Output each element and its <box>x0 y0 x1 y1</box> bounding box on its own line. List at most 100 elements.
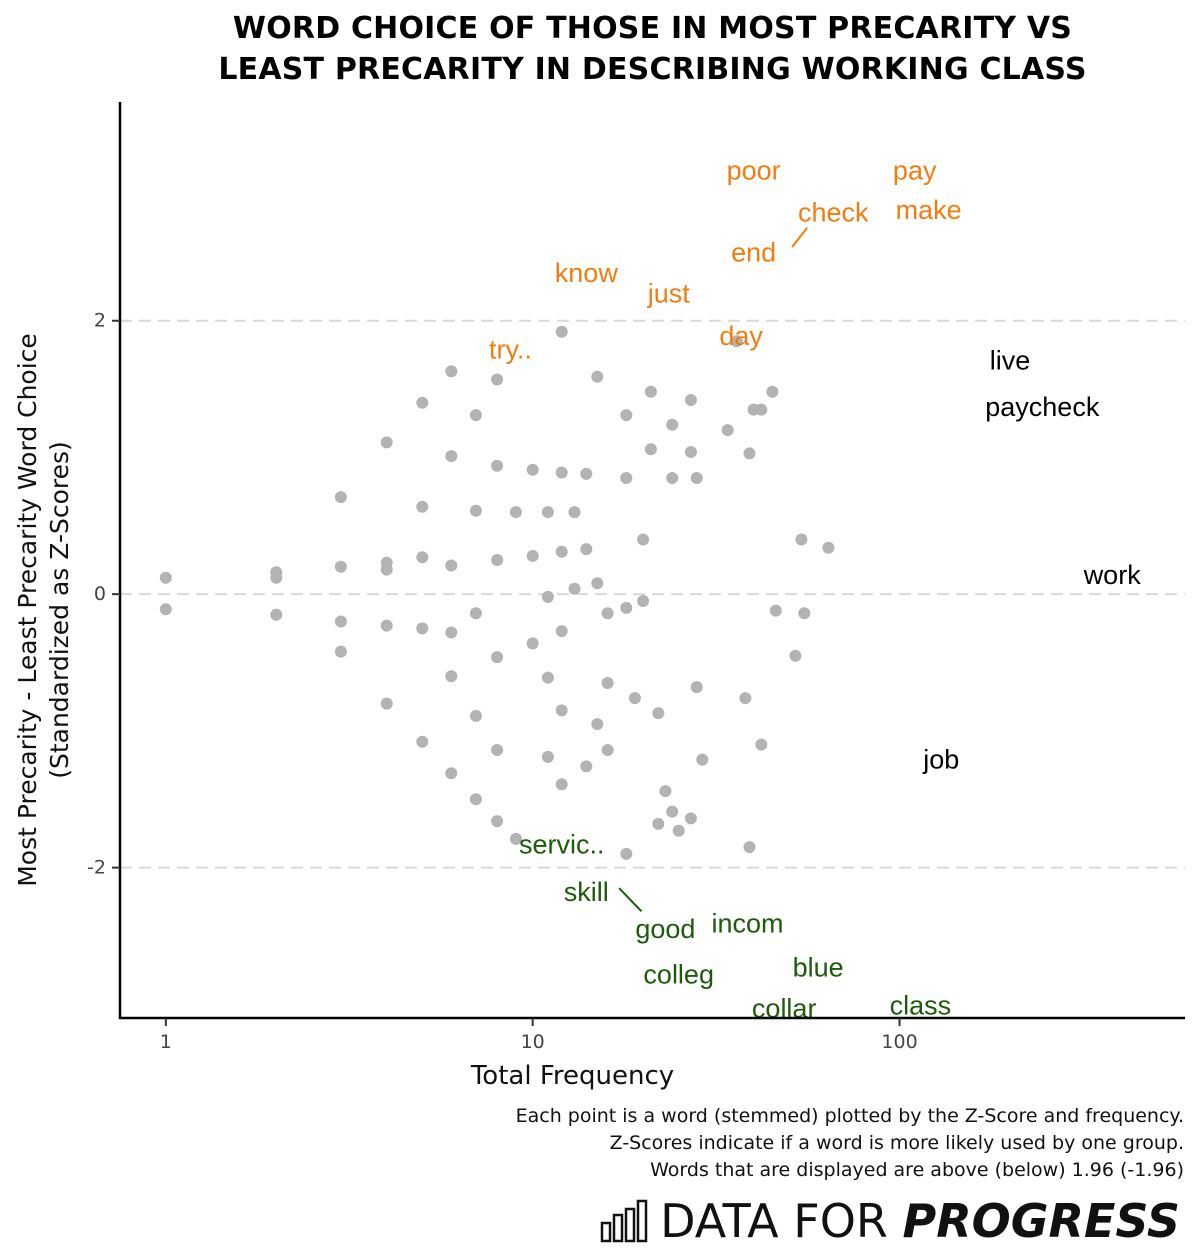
data-point <box>555 545 568 558</box>
word-label-make: make <box>896 195 962 225</box>
data-point <box>380 619 393 632</box>
data-point <box>416 396 429 409</box>
data-point <box>795 533 808 546</box>
word-label-day: day <box>719 321 763 351</box>
data-point <box>696 753 709 766</box>
y-tick-label: -2 <box>87 857 106 879</box>
data-point <box>491 373 504 386</box>
data-point <box>541 671 554 684</box>
chart-caption: Each point is a word (stemmed) plotted b… <box>516 1103 1184 1184</box>
bar-chart-icon <box>600 1199 648 1243</box>
data-point <box>555 325 568 338</box>
data-point <box>416 551 429 564</box>
data-point <box>601 677 614 689</box>
word-label-blue: blue <box>793 952 844 982</box>
data-point <box>591 577 604 590</box>
data-point <box>684 812 697 825</box>
data-point <box>739 692 752 705</box>
data-point <box>555 625 568 638</box>
data-point <box>445 450 458 463</box>
word-label-pay: pay <box>893 155 937 185</box>
data-point <box>526 463 539 476</box>
y-tick-label: 0 <box>94 583 106 605</box>
data-point <box>469 409 482 422</box>
data-point <box>666 805 679 818</box>
word-label-servic: servic.. <box>519 829 605 859</box>
chart-title: WORD CHOICE OF THOSE IN MOST PRECARITY V… <box>120 8 1185 90</box>
data-point <box>652 707 665 720</box>
leader-line-1 <box>618 887 643 913</box>
data-point <box>270 608 283 621</box>
data-point <box>380 563 393 576</box>
y-tick-label: 2 <box>94 310 106 332</box>
data-point <box>690 681 703 694</box>
word-label-incom: incom <box>711 909 783 939</box>
data-point <box>491 815 504 828</box>
word-label-job: job <box>922 745 959 775</box>
brand-logo: DATA FOR PROGRESS <box>600 1192 1180 1250</box>
y-axis-label-line-2: (Standardized as Z-Scores) <box>45 441 74 779</box>
data-point <box>445 670 458 683</box>
data-point <box>620 601 633 614</box>
data-point <box>555 778 568 791</box>
chart-title-line-2: LEAST PRECARITY IN DESCRIBING WORKING CL… <box>218 52 1087 87</box>
data-point <box>620 472 633 484</box>
data-point <box>568 582 581 595</box>
word-label-just: just <box>647 278 691 308</box>
x-tick-label: 10 <box>521 1031 545 1053</box>
data-point <box>469 793 482 806</box>
data-point <box>526 637 539 650</box>
x-tick-label: 1 <box>160 1031 172 1053</box>
caption-line-3: Words that are displayed are above (belo… <box>650 1159 1184 1181</box>
data-point <box>690 472 703 484</box>
data-point <box>721 424 734 437</box>
word-label-live: live <box>990 345 1031 375</box>
data-point <box>469 709 482 722</box>
data-point <box>445 626 458 639</box>
data-point <box>666 418 679 431</box>
data-point <box>568 506 581 519</box>
data-point <box>416 735 429 748</box>
data-point <box>766 385 779 398</box>
data-point <box>445 767 458 780</box>
axes-layer: 1 10 100 2 0 -2 Total Frequency Most Precarity … <box>13 102 1185 1091</box>
data-point <box>755 403 768 416</box>
data-point <box>684 394 697 406</box>
data-point <box>526 549 539 562</box>
data-point <box>541 750 554 763</box>
data-point <box>555 704 568 717</box>
leader-lines-layer <box>618 227 808 913</box>
data-point <box>730 335 743 348</box>
data-point <box>637 533 650 546</box>
x-axis-label: Total Frequency <box>470 1061 674 1091</box>
data-point <box>684 446 697 458</box>
caption-line-2: Z-Scores indicate if a word is more like… <box>609 1132 1184 1154</box>
data-point <box>755 738 768 751</box>
word-label-poor: poor <box>727 155 781 185</box>
logo-text-regular: DATA FOR <box>660 1194 888 1248</box>
data-point <box>580 760 593 773</box>
data-point <box>743 841 756 854</box>
data-point <box>644 443 657 456</box>
data-point <box>380 436 393 449</box>
logo-text: DATA FOR PROGRESS <box>660 1194 1180 1248</box>
word-label-end: end <box>731 237 776 267</box>
leader-line-0 <box>791 227 808 248</box>
data-point <box>580 543 593 556</box>
data-point <box>769 604 782 617</box>
data-point <box>509 506 522 519</box>
data-point <box>491 744 504 756</box>
data-point <box>798 607 811 620</box>
grid-layer <box>120 319 1185 869</box>
word-label-paycheck: paycheck <box>985 392 1100 422</box>
word-label-colleg: colleg <box>643 959 714 989</box>
points-layer <box>159 325 835 860</box>
data-point <box>509 832 522 845</box>
data-point <box>652 817 665 830</box>
data-point <box>445 365 458 378</box>
data-point <box>445 559 458 572</box>
data-point <box>601 744 614 756</box>
data-point <box>672 824 685 837</box>
